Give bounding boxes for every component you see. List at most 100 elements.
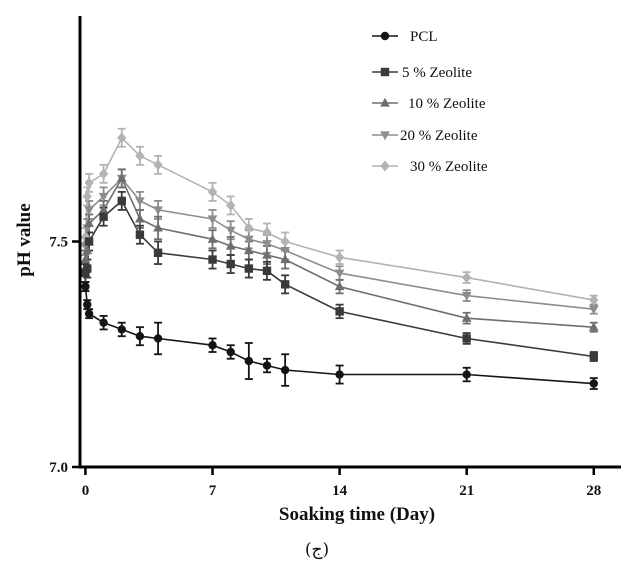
series-0-point (462, 370, 471, 379)
series-2-point (153, 222, 163, 232)
series-1-point (244, 264, 254, 273)
series-0-point (81, 282, 90, 291)
legend-marker (380, 97, 390, 107)
figure-caption: (ج) (304, 540, 330, 560)
tick-labels: 0 7 14 21 28 7.0 7.5 (49, 235, 601, 500)
plot-markers (80, 132, 599, 388)
series-0-point (83, 300, 92, 309)
series-4-point (226, 199, 236, 211)
series-3-point (334, 269, 345, 279)
legend-item: 30 % Zeolite (372, 159, 488, 175)
legend-label: 10 % Zeolite (408, 96, 486, 112)
series-0-point (117, 325, 126, 334)
series-3-point (461, 292, 472, 301)
series-2-point (84, 218, 94, 228)
series-4-point (153, 159, 163, 171)
x-tick-label: 28 (586, 483, 601, 499)
series-1-point (589, 352, 598, 361)
legend-label: PCL (410, 29, 438, 45)
legend-marker (380, 160, 390, 172)
series-2-point (135, 213, 145, 223)
series-0-point (262, 361, 272, 370)
series-3-point (262, 240, 272, 250)
legend-marker (380, 131, 390, 141)
series-4-point (98, 168, 109, 180)
series-4-point (207, 186, 218, 198)
series-0-point (589, 379, 598, 388)
series-0-point (335, 370, 344, 379)
legend-label: 30 % Zeolite (410, 159, 488, 175)
series-2-point (207, 233, 218, 243)
series-4-point (135, 150, 145, 162)
series-2-point (461, 312, 472, 322)
series-0-point (280, 365, 290, 375)
series-4-point (334, 251, 345, 263)
legend-item: PCL (372, 29, 438, 45)
series-3-point (244, 235, 254, 245)
series-3-point (280, 246, 290, 256)
series-2-point (116, 173, 127, 182)
series-1-point (117, 196, 126, 206)
legend-item: 10 % Zeolite (372, 96, 486, 112)
series-1-point (262, 266, 272, 276)
series-1-point (135, 230, 145, 239)
series-3-point (207, 215, 218, 225)
x-tick-label: 7 (209, 483, 217, 499)
series-0-point (208, 341, 217, 350)
series-3-point (98, 192, 109, 202)
series-1-point (226, 259, 235, 269)
axes (72, 16, 621, 475)
y-tick-label: 7.0 (49, 460, 68, 476)
series-0-point (226, 347, 235, 357)
series-2-point (225, 240, 236, 250)
series-1-point (208, 255, 217, 264)
series-4-point (84, 177, 94, 189)
series-1-point (335, 307, 344, 316)
series-0-point (244, 356, 254, 366)
x-axis-title: Soaking time (Day) (279, 504, 435, 525)
series-2-point (82, 245, 93, 255)
series-4-point (117, 132, 127, 144)
series-3-point (153, 206, 163, 216)
series-1-point (99, 212, 108, 221)
x-tick-label: 21 (459, 483, 474, 499)
series-4-point (262, 227, 272, 238)
series-4-point (589, 294, 599, 306)
series-2-point (244, 245, 254, 255)
x-tick-label: 0 (82, 483, 90, 499)
series-1-point (81, 268, 90, 278)
series-0-point (135, 332, 145, 341)
series-2-point (334, 281, 345, 291)
y-tick-label: 7.5 (49, 235, 68, 251)
series-0-point (153, 334, 163, 343)
series-2-point (80, 254, 91, 264)
series-3-point (588, 305, 599, 315)
legend-marker (380, 31, 390, 41)
series-1-point (84, 237, 94, 246)
series-2-point (98, 204, 109, 214)
series-0-point (84, 309, 94, 318)
x-tick-label: 14 (332, 483, 348, 499)
series-4-point (82, 190, 92, 202)
series-4-point (244, 222, 254, 234)
legend: PCL 5 % Zeolite 10 % Zeolite 20 % Zeolite 30… (372, 29, 488, 175)
series-2-point (588, 321, 599, 331)
series-2-point (262, 249, 272, 259)
series-4-point (280, 236, 290, 247)
series-2-point (280, 254, 290, 264)
series-1-point (153, 248, 163, 257)
series-3-point (84, 206, 94, 216)
y-axis-title: pH value (14, 203, 35, 276)
series-3-point (135, 197, 145, 207)
legend-marker (380, 67, 390, 77)
series-4-point (462, 272, 472, 284)
legend-item: 20 % Zeolite (372, 128, 478, 144)
legend-item: 5 % Zeolite (372, 65, 472, 81)
series-1-point (83, 264, 92, 273)
series-3-point (225, 226, 236, 236)
series-1-point (280, 280, 290, 289)
series-0-point (99, 318, 108, 327)
legend-label: 20 % Zeolite (400, 128, 478, 144)
legend-label: 5 % Zeolite (402, 65, 472, 81)
